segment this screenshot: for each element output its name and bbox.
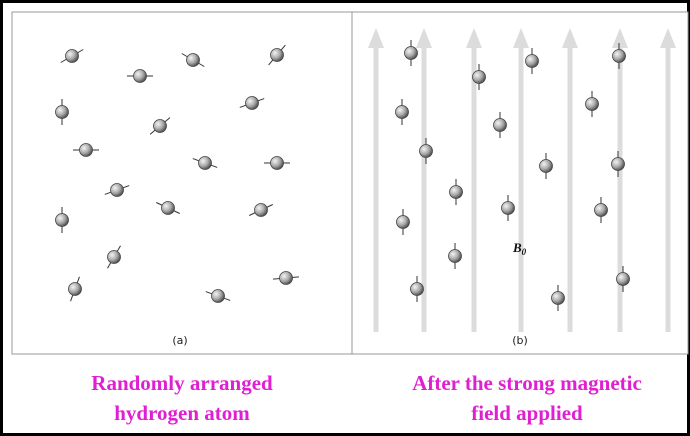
atom-ball [56,106,69,119]
atom-ball [397,216,410,229]
field-subscript: 0 [522,247,527,257]
atom-ball [80,144,93,157]
atom-ball [473,71,486,84]
panel-label: (b) [512,334,528,347]
atom-ball [187,54,200,67]
atom-ball [617,273,630,286]
caption-line: hydrogen atom [114,401,250,425]
atom-ball [450,186,463,199]
atom-ball [212,290,225,303]
atom-ball [162,202,175,215]
atom-ball [595,204,608,217]
field-symbol: B [512,240,522,255]
atom-ball [405,47,418,60]
atom-ball [154,120,167,133]
atom-ball [246,97,259,110]
atom-ball [69,283,82,296]
atom-ball [199,157,212,170]
panel-label: (a) [172,334,187,347]
atom-ball [420,145,433,158]
atom-ball [271,157,284,170]
atom-ball [449,250,462,263]
atom-ball [280,272,293,285]
atom-ball [411,283,424,296]
atom-ball [552,292,565,305]
caption-line: field applied [471,401,583,425]
atom-ball [494,119,507,132]
caption-line: Randomly arranged [91,371,273,395]
atom-ball [66,50,79,63]
atom-ball [108,251,121,264]
atom-ball [526,55,539,68]
panel-box [12,12,688,354]
atom-ball [540,160,553,173]
atom-ball [586,98,599,111]
atom-ball [111,184,124,197]
atom-ball [613,50,626,63]
atom-ball [134,70,147,83]
atom-ball [396,106,409,119]
atom-ball [502,202,515,215]
caption-line: After the strong magnetic [412,371,642,395]
atom-ball [56,214,69,227]
atom-ball [612,158,625,171]
atom-ball [255,204,268,217]
figure: (a) (b) B0 Randomly arranged hydrogen at… [0,0,690,436]
atom-ball [271,49,284,62]
